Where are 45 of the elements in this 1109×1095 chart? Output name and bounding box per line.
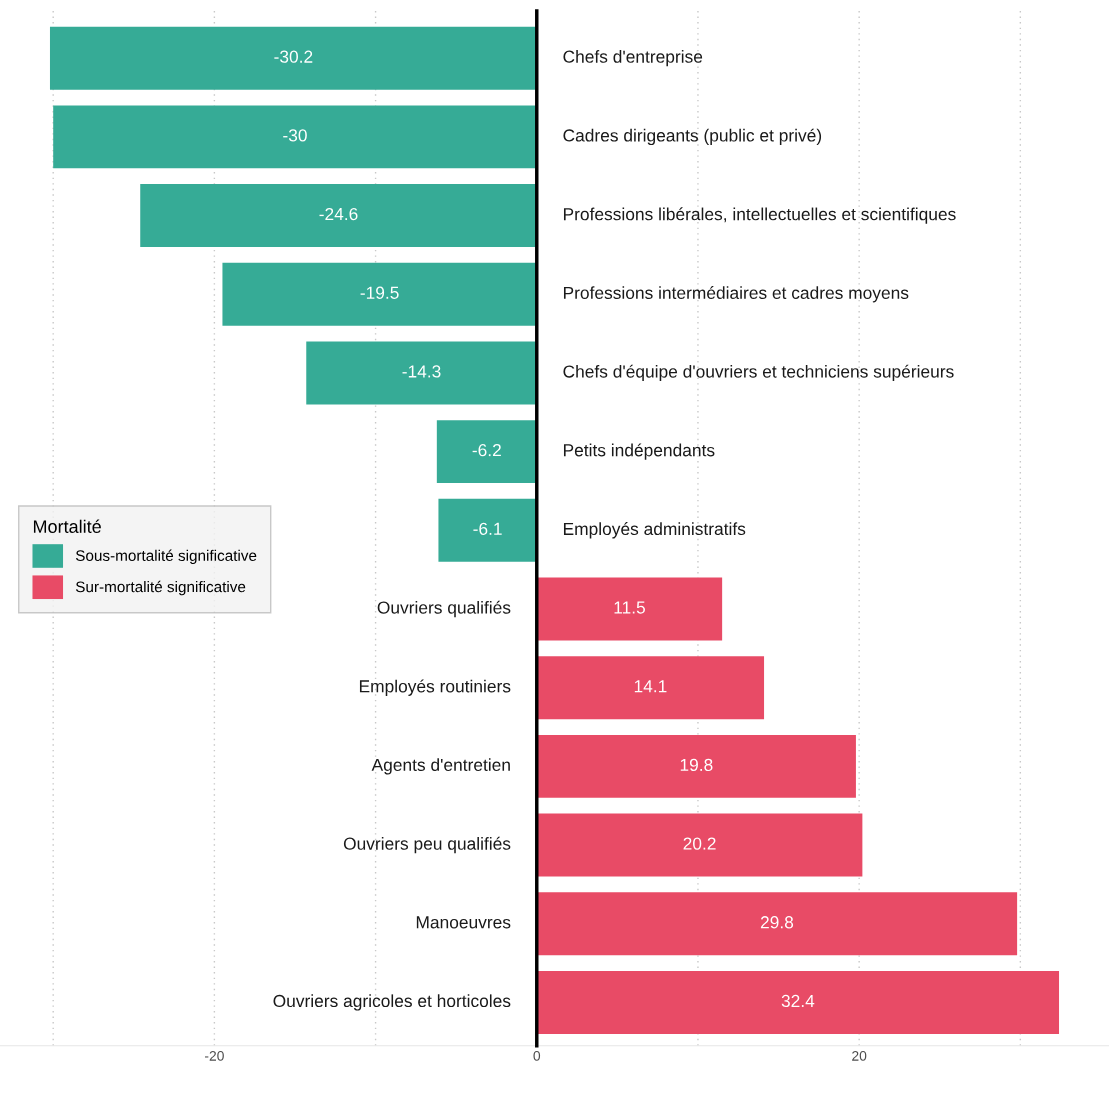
bar [222,262,537,326]
bar [140,184,537,248]
data-label: -30 [283,129,307,142]
data-label: 11.5 [614,601,645,614]
data-label: 19.8 [680,758,713,772]
bar [438,498,537,562]
data-label: -14.3 [402,365,441,378]
data-label: -24.6 [319,207,358,221]
bar [536,656,765,720]
y-tick-label: Employés routiniers [359,679,511,696]
data-label: -30.2 [274,50,313,63]
y-tick-label: Chefs d'entreprise [563,50,703,67]
bar [49,26,537,90]
y-tick-label: Professions intermédiaires et cadres moyens [563,286,909,303]
x-tick-label: 0 [533,1050,541,1061]
bar [536,577,723,641]
y-tick-label: Ouvriers peu qualifiés [343,836,511,854]
data-label: 32.4 [781,994,815,1008]
data-label: -6.2 [472,443,501,457]
data-label: -6.1 [473,522,502,535]
legend-label: Sur-mortalité significative [75,580,246,596]
data-label: 14.1 [634,680,667,693]
bar [436,420,537,484]
y-tick-label: Ouvriers qualifiés [377,600,511,618]
bar [536,892,1018,956]
bar [536,813,863,877]
bar [536,970,1060,1034]
legend-label: Sous-mortalité significative [75,549,257,565]
x-tick-label: -20 [204,1050,224,1061]
y-tick-label: Cadres dirigeants (public et privé) [563,128,822,146]
x-tick-label: 20 [852,1050,867,1061]
y-tick-label: Ouvriers agricoles et horticoles [273,994,511,1011]
y-tick-label: Professions libérales, intellectuelles et scientifiques [563,207,956,224]
data-label: 29.8 [760,916,794,929]
y-tick-label: Manoeuvres [416,916,511,929]
bar [306,341,537,405]
bar [53,105,537,169]
bar [536,734,856,798]
y-tick-label: Petits indépendants [563,443,715,460]
y-tick-label: Agents d'entretien [371,758,510,775]
y-tick-label: Employés administratifs [563,522,746,539]
y-tick-label: Chefs d'équipe d'ouvriers et techniciens supérieurs [563,364,954,382]
legend-title: Mortalité [33,519,101,533]
data-label: 20.2 [683,837,716,850]
data-label: -19.5 [360,286,399,299]
